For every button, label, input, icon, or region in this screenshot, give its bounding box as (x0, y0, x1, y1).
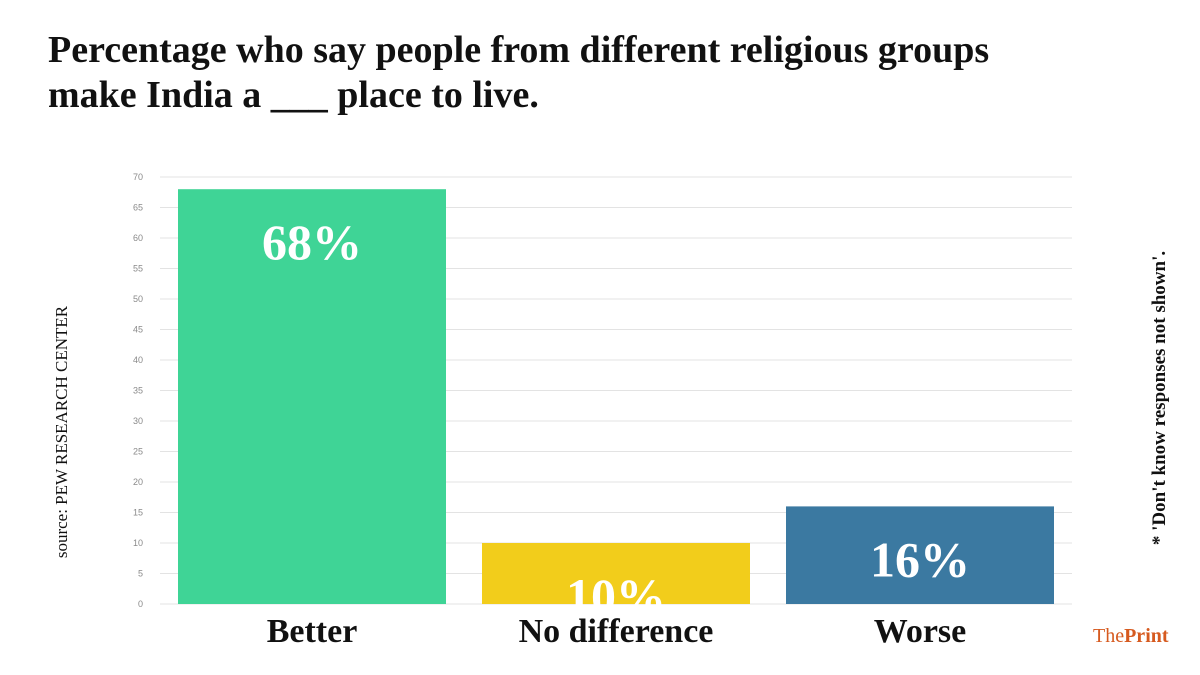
value-labels: 68% 10% 16% (262, 214, 970, 624)
y-tick-label: 60 (133, 233, 143, 243)
y-tick-label: 65 (133, 203, 143, 213)
bar-value-label: 10% (566, 568, 666, 624)
y-tick-label: 0 (138, 599, 143, 609)
x-category-label: Worse (874, 613, 967, 650)
x-axis-labels: Better No difference Worse (267, 613, 967, 650)
y-tick-label: 30 (133, 416, 143, 426)
y-tick-label: 15 (133, 508, 143, 518)
x-category-label: No difference (519, 613, 714, 650)
bar-value-label: 16% (870, 531, 970, 587)
bar-no-difference (482, 543, 750, 604)
chart-title: Percentage who say people from different… (48, 29, 990, 116)
y-tick-label: 50 (133, 294, 143, 304)
y-tick-label: 70 (133, 172, 143, 182)
logo-the: The (1093, 625, 1125, 647)
x-category-label: Better (267, 613, 358, 650)
y-axis-ticks: 0 5 10 15 20 25 30 35 40 45 50 55 60 65 70 (133, 172, 143, 609)
bar-worse (786, 506, 1054, 604)
bar-value-label: 68% (262, 214, 362, 270)
y-tick-label: 55 (133, 264, 143, 274)
y-tick-label: 40 (133, 355, 143, 365)
y-tick-label: 45 (133, 325, 143, 335)
bars (178, 189, 1054, 604)
theprint-logo: ThePrint (1093, 624, 1169, 648)
y-tick-label: 25 (133, 447, 143, 457)
y-tick-label: 10 (133, 538, 143, 548)
logo-print: Print (1124, 625, 1169, 647)
y-tick-label: 20 (133, 477, 143, 487)
bar-better (178, 189, 446, 604)
y-tick-label: 5 (138, 569, 143, 579)
y-tick-label: 35 (133, 386, 143, 396)
